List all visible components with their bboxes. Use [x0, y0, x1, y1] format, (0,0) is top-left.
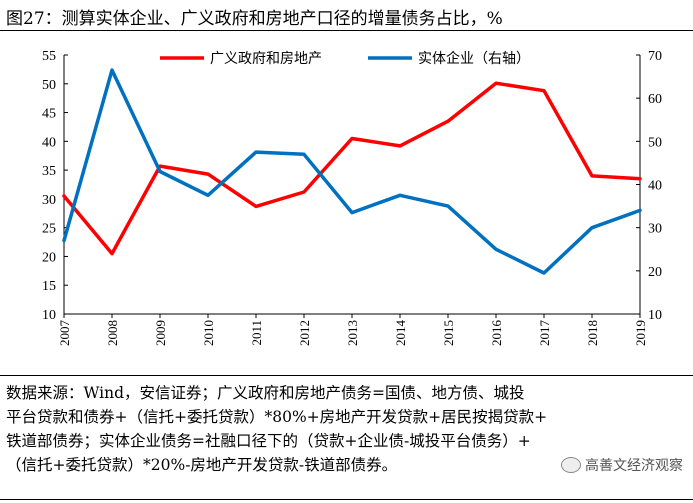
y-left-tick-label: 45: [42, 107, 56, 122]
x-tick-label: 2017: [537, 320, 552, 347]
y-left-tick-label: 40: [42, 135, 56, 150]
chart-title: 图27：测算实体企业、广义政府和房地产口径的增量债务占比，%: [6, 9, 503, 29]
y-left-tick-label: 30: [42, 193, 56, 208]
y-left-tick-label: 20: [42, 250, 56, 265]
wechat-icon: [561, 457, 581, 473]
x-tick-label: 2015: [441, 320, 456, 346]
y-right-tick-label: 20: [648, 265, 662, 280]
source-note: 数据来源：Wind，安信证券；广义政府和房地产债务=国债、地方债、城投 平台贷款…: [6, 381, 686, 477]
top-rule: [0, 30, 693, 31]
source-line-1: 数据来源：Wind，安信证券；广义政府和房地产债务=国债、地方债、城投: [6, 384, 525, 402]
x-tick-label: 2019: [633, 320, 648, 346]
y-right-tick-label: 70: [648, 49, 662, 64]
legend-label-2: 实体企业（右轴）: [418, 50, 530, 67]
x-tick-label: 2014: [393, 320, 408, 347]
x-tick-label: 2010: [201, 320, 216, 346]
x-tick-label: 2007: [57, 320, 72, 347]
y-left-tick-label: 25: [42, 222, 56, 237]
x-tick-label: 2012: [297, 320, 312, 346]
x-tick-label: 2008: [105, 320, 120, 346]
y-left-tick-label: 50: [42, 78, 56, 93]
y-left-tick-label: 55: [42, 49, 56, 64]
y-right-tick-label: 30: [648, 222, 662, 237]
x-tick-label: 2011: [249, 320, 264, 346]
y-left-tick-label: 35: [42, 164, 56, 179]
watermark-text: 高善文经济观察: [585, 458, 683, 474]
x-tick-label: 2009: [153, 320, 168, 346]
y-left-tick-label: 10: [42, 308, 56, 323]
middle-rule: [0, 375, 693, 376]
bottom-rule: [0, 499, 693, 500]
x-tick-label: 2018: [585, 320, 600, 346]
x-tick-label: 2013: [345, 320, 360, 346]
y-right-tick-label: 50: [648, 135, 662, 150]
watermark: 高善文经济观察: [561, 455, 683, 475]
y-right-tick-label: 40: [648, 179, 662, 194]
x-tick-label: 2016: [489, 320, 504, 347]
source-line-4: （信托+委托贷款）*20%-房地产开发贷款-铁道部债券。: [6, 456, 398, 474]
legend-label-1: 广义政府和房地产: [210, 51, 322, 67]
y-left-tick-label: 15: [42, 279, 56, 294]
y-right-tick-label: 10: [648, 308, 662, 323]
source-line-2: 平台贷款和债券+（信托+委托贷款）*80%+房地产开发贷款+居民按揭贷款+: [6, 408, 548, 426]
y-right-tick-label: 60: [648, 92, 662, 107]
series-line-1: [62, 81, 642, 256]
series-line-2: [62, 68, 642, 275]
line-chart: 10 15 20 25 30 35 40 45 50 55 10 20 30 40 50 60 70 2007 20…: [42, 49, 662, 347]
source-line-3: 铁道部债券；实体企业债务=社融口径下的（贷款+企业债-城投平台债务）+: [6, 432, 531, 450]
